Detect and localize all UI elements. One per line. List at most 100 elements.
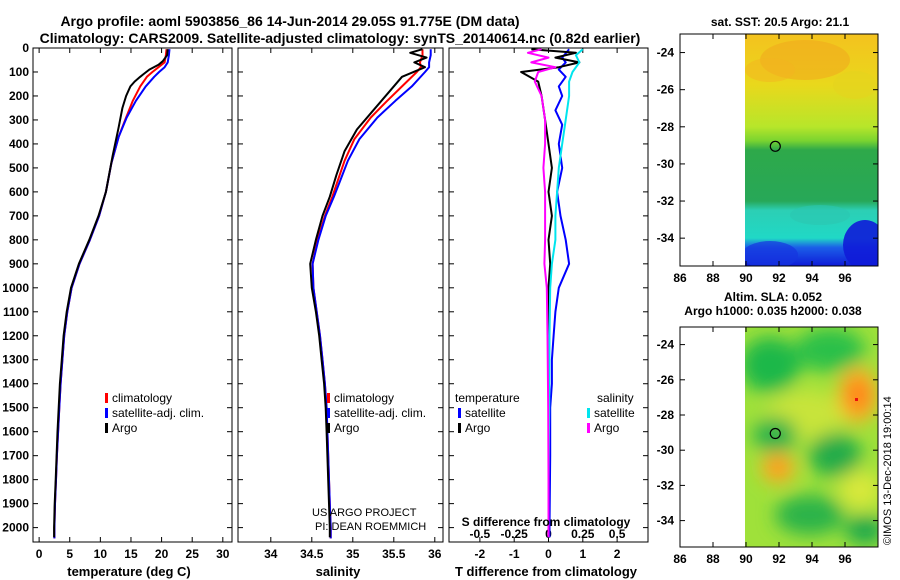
profile-line	[53, 49, 171, 539]
legend-s-satellite-swatch	[587, 408, 590, 418]
profile-line	[309, 48, 428, 538]
lat-tick-label: -24	[657, 46, 675, 60]
legend-argo-swatch	[105, 423, 108, 433]
sla-low-blob	[775, 495, 845, 535]
title-line-1: Argo profile: aoml 5903856_86 14-Jun-201…	[60, 13, 519, 29]
depth-tick-label: 700	[9, 209, 29, 223]
legend-satellite-swatch	[327, 408, 330, 418]
depth-tick-label: 1500	[2, 401, 29, 415]
legend-climatology-swatch	[327, 393, 330, 403]
legend-s-argo-swatch	[587, 423, 590, 433]
sla-low-blob	[753, 417, 797, 453]
salinity-series	[309, 48, 432, 539]
lat-tick-label: -26	[657, 83, 675, 97]
x-tick-label: -2	[475, 547, 486, 561]
x-tick-label: 35.5	[382, 547, 406, 561]
depth-tick-label: 1700	[2, 449, 29, 463]
depth-tick-label: 900	[9, 257, 29, 271]
sst-map-title: sat. SST: 20.5 Argo: 21.1	[711, 15, 850, 29]
sla-map-axes: 86 88 90 92 94 96 -24 -26 -28 -30 -32 -34	[657, 327, 878, 566]
lat-tick-label: -32	[657, 478, 675, 492]
sla-high-blob	[770, 460, 786, 476]
sla-mid-blob	[838, 470, 878, 510]
sst-cold-patch	[843, 220, 878, 266]
depth-tick-label: 2000	[2, 521, 29, 535]
lon-tick-label: 90	[739, 271, 753, 285]
x-tick-label: 34.5	[300, 547, 324, 561]
difference-series	[520, 48, 584, 538]
s-tick-label: -0.5	[470, 527, 491, 541]
legend-argo-label: Argo	[112, 421, 138, 435]
x-tick-label: 5	[66, 547, 73, 561]
depth-tick-label: 300	[9, 113, 29, 127]
s-tick-label: -0.25	[501, 527, 529, 541]
lat-tick-label: -28	[657, 408, 675, 422]
x-tick-label: 2	[614, 547, 621, 561]
x-tick-label: 15	[124, 547, 138, 561]
legend-t-satellite-label: satellite	[465, 406, 506, 420]
depth-tick-label: 1800	[2, 473, 29, 487]
x-tick-label: 10	[94, 547, 108, 561]
sst-field	[745, 34, 878, 266]
t-difference-x-axis: -2 -1 0 1 2	[475, 48, 621, 561]
legend-s-argo-label: Argo	[594, 421, 620, 435]
depth-tick-label: 0	[22, 41, 29, 55]
depth-tick-label: 1600	[2, 425, 29, 439]
sla-low-blob	[745, 337, 800, 393]
depth-tick-label: 500	[9, 161, 29, 175]
title-line-2: Climatology: CARS2009. Satellite-adjuste…	[40, 30, 641, 46]
legend-t-satellite-swatch	[458, 408, 461, 418]
x-tick-label: 35	[346, 547, 360, 561]
salinity-x-axis: 34 34.5 35 35.5 36	[264, 48, 442, 561]
profile-line	[526, 48, 557, 538]
x-tick-label: 34	[264, 547, 278, 561]
lon-tick-label: 92	[772, 271, 786, 285]
sla-field	[745, 327, 878, 547]
depth-tick-label: 600	[9, 185, 29, 199]
temperature-series	[53, 49, 171, 539]
lon-tick-label: 94	[805, 271, 819, 285]
lon-tick-label: 92	[772, 552, 786, 566]
lon-tick-label: 86	[673, 552, 687, 566]
legend-t-argo-swatch	[458, 423, 461, 433]
x-tick-label: 36	[428, 547, 442, 561]
salinity-xlabel: salinity	[316, 564, 362, 579]
sst-field-patches	[745, 40, 878, 266]
profile-line	[548, 48, 571, 538]
sla-field-blobs	[745, 328, 878, 545]
legend-satellite-label: satellite-adj. clim.	[112, 406, 204, 420]
lon-tick-label: 90	[739, 552, 753, 566]
sst-cold-patch	[745, 241, 798, 266]
sla-high-blob	[847, 379, 869, 411]
sla-low-blob	[809, 433, 861, 477]
x-tick-label: 0	[36, 547, 43, 561]
depth-tick-label: 400	[9, 137, 29, 151]
difference-legend: temperature satellite Argo salinity sate…	[455, 391, 635, 435]
sla-high-marker	[855, 398, 858, 401]
lat-tick-label: -32	[657, 194, 675, 208]
legend-argo-label: Argo	[334, 421, 360, 435]
temperature-legend: climatology satellite-adj. clim. Argo	[105, 391, 204, 435]
depth-axis: 0 100 200 300 400 500 600 700 800 900 1000 1100 1200…	[2, 41, 232, 535]
x-tick-label: 1	[579, 547, 586, 561]
depth-tick-label: 1000	[2, 281, 29, 295]
sla-low-blob	[845, 515, 878, 545]
s-difference-xlabel: S difference from climatology	[462, 515, 631, 529]
sst-warm-patch	[745, 58, 795, 82]
depth-tick-label: 1400	[2, 377, 29, 391]
lat-tick-label: -34	[657, 231, 675, 245]
temperature-axes-frame	[32, 47, 233, 543]
lon-tick-label: 96	[838, 271, 852, 285]
legend-s-satellite-label: satellite	[594, 406, 635, 420]
salinity-depth-ticks	[238, 47, 443, 529]
depth-tick-label: 800	[9, 233, 29, 247]
credit-pi: PI: DEAN ROEMMICH	[315, 521, 426, 533]
x-tick-label: -1	[509, 547, 520, 561]
depth-tick-label: 1100	[3, 305, 29, 319]
sla-map: Altim. SLA: 0.052 Argo h1000: 0.035 h200…	[657, 290, 879, 566]
x-tick-label: 30	[216, 547, 230, 561]
legend-climatology-swatch	[105, 393, 108, 403]
lon-tick-label: 86	[673, 271, 687, 285]
s-tick-label: 0.5	[609, 527, 626, 541]
